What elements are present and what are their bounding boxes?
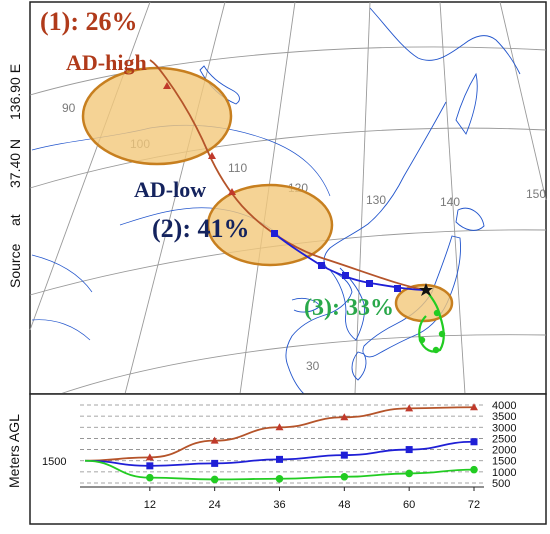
meridian-line: [354, 1, 371, 395]
national-border: [31, 254, 93, 293]
lon-label-150: 150: [526, 187, 546, 201]
elevation-y-tick-label: 4000: [492, 400, 516, 412]
elevation-ylabel-group: Meters AGL: [6, 414, 22, 488]
elevation-point-2: [211, 459, 219, 467]
elevation-ylabel: Meters AGL: [6, 414, 22, 488]
elevation-point-1: [340, 413, 349, 421]
elevation-point-1: [210, 436, 219, 444]
cluster-1-ellipse: [81, 66, 233, 166]
kyushu: [351, 351, 367, 381]
elevation-y-tick-label: 2500: [492, 433, 516, 445]
sakhalin-island: [455, 72, 478, 135]
korean-peninsula: [329, 267, 365, 341]
elevation-x-tick-label: 48: [338, 499, 350, 511]
trajectory-1-marker: [208, 152, 216, 159]
source-text: Source: [7, 243, 23, 288]
elevation-point-1: [405, 404, 414, 412]
source-location-label: Source at 37.40 N 136.90 E: [7, 64, 23, 288]
elevation-x-tick-label: 60: [403, 499, 415, 511]
trajectory-2-marker: [394, 285, 401, 292]
parallel-line: [29, 127, 547, 189]
elevation-point-3: [405, 469, 413, 478]
elevation-y-tick-label: 1000: [492, 467, 516, 479]
trajectory-3-marker: [418, 336, 426, 344]
elevation-y-tick-label: 500: [492, 478, 510, 490]
elevation-point-3: [275, 474, 284, 483]
trajectory-3-line: [418, 289, 445, 353]
elevation-point-2: [470, 438, 478, 446]
elevation-point-1: [145, 453, 154, 461]
source-lat-text: 37.40 N: [7, 139, 23, 188]
trajectory-cluster-1: [149, 59, 427, 291]
trajectory-1-marker: [228, 188, 236, 195]
lon-label-130: 130: [366, 193, 386, 207]
elevation-x-tick-label: 36: [273, 499, 285, 511]
elevation-y-tick-label: 3500: [492, 411, 516, 423]
elevation-series: [84, 403, 478, 484]
elevation-point-1: [275, 423, 284, 431]
elevation-x-tick-label: 24: [209, 499, 221, 511]
cluster-2-label: (2): 41%: [152, 214, 249, 243]
source-star-icon: [419, 283, 433, 296]
elevation-point-2: [276, 455, 283, 463]
parallel-line: [59, 334, 547, 395]
elevation-y-tick-label: 2000: [492, 445, 516, 457]
elevation-x-tick-label: 72: [468, 499, 480, 511]
elevation-left-tick: 1500: [42, 456, 66, 468]
elevation-point-3: [210, 475, 219, 484]
lat-label-30: 30: [306, 359, 320, 373]
meridian-line: [29, 1, 151, 331]
lon-label-90: 90: [62, 101, 76, 115]
elevation-point-3: [146, 473, 154, 482]
elevation-point-3: [340, 472, 349, 481]
cluster-1-label: (1): 26%: [40, 7, 137, 36]
lon-label-140: 140: [440, 195, 460, 209]
elevation-point-2: [340, 451, 348, 459]
mainland-coast: [285, 101, 447, 395]
elevation-point-1: [470, 403, 478, 411]
trajectory-1-marker: [163, 82, 171, 89]
trajectory-3-marker: [433, 309, 441, 317]
elevation-x-ticks: 12 24 36 48 60 72: [144, 487, 480, 511]
source-lon-text: 136.90 E: [7, 64, 23, 120]
trajectory-2-marker: [318, 262, 325, 269]
trajectory-2-marker: [342, 272, 349, 279]
trajectory-cluster-3: [418, 289, 446, 354]
meridian-line: [439, 1, 466, 395]
graticule: [29, 1, 547, 395]
trajectory-cluster-2: [271, 230, 427, 292]
cluster-2-name: AD-low: [134, 177, 206, 202]
lon-label-110: 110: [228, 161, 247, 175]
cluster-2-ellipse: [206, 183, 334, 267]
source-at-text: at: [7, 214, 23, 226]
elevation-point-2: [146, 462, 154, 470]
national-border: [31, 319, 91, 341]
elevation-y-tick-label: 1500: [492, 456, 516, 468]
elevation-x-tick-label: 12: [144, 499, 156, 511]
trajectory-3-marker: [432, 346, 440, 354]
hokkaido: [455, 207, 485, 231]
trajectory-2-marker: [366, 280, 373, 287]
cluster-1-name: AD-high: [66, 50, 147, 75]
elevation-y-tick-label: 3000: [492, 422, 516, 434]
parallel-line: [29, 46, 547, 96]
elevation-point-3: [470, 465, 478, 474]
trajectory-2-marker: [271, 230, 278, 237]
meridian-line: [499, 1, 547, 201]
okhotsk-coast: [369, 7, 521, 75]
meridian-line: [124, 1, 226, 395]
elevation-point-2: [405, 446, 413, 454]
trajectory-3-marker: [438, 330, 446, 338]
trajectory-1-line: [149, 59, 427, 291]
cluster-3-label: (3): 33%: [304, 295, 394, 321]
shandong-coast: [291, 297, 321, 313]
